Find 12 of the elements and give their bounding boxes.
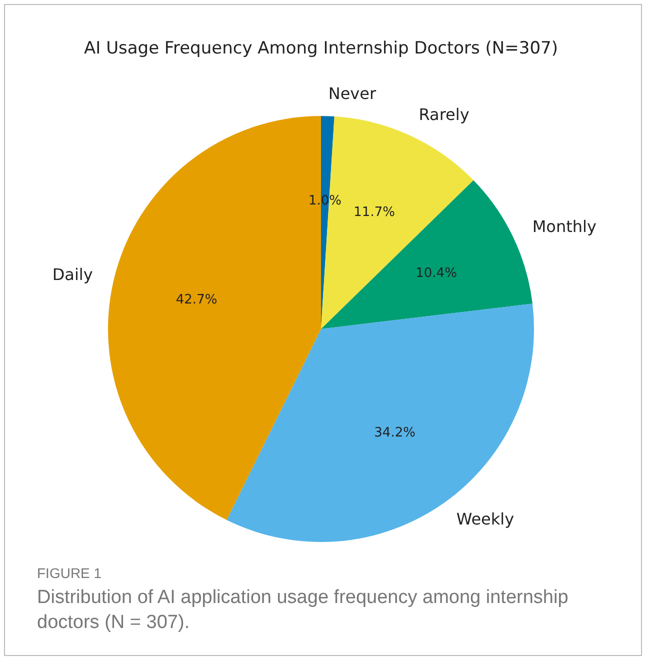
data-label: 10.4% [416,266,457,282]
data-label: 42.7% [176,292,218,308]
data-label: 11.7% [354,205,395,220]
slice-label: Weekly [456,509,514,528]
chart-title: AI Usage Frequency Among Internship Doctors (N=307) [84,38,558,58]
slice-label: Monthly [532,217,596,236]
data-label: 34.2% [374,426,416,441]
slice-label: Never [328,84,376,103]
caption: FIGURE 1 [37,565,103,581]
slice-label: Daily [52,264,93,284]
slice-label: Rarely [418,105,470,124]
text: Distribution of AI application usage frequency among internship doctors (N = 307). [37,586,570,635]
